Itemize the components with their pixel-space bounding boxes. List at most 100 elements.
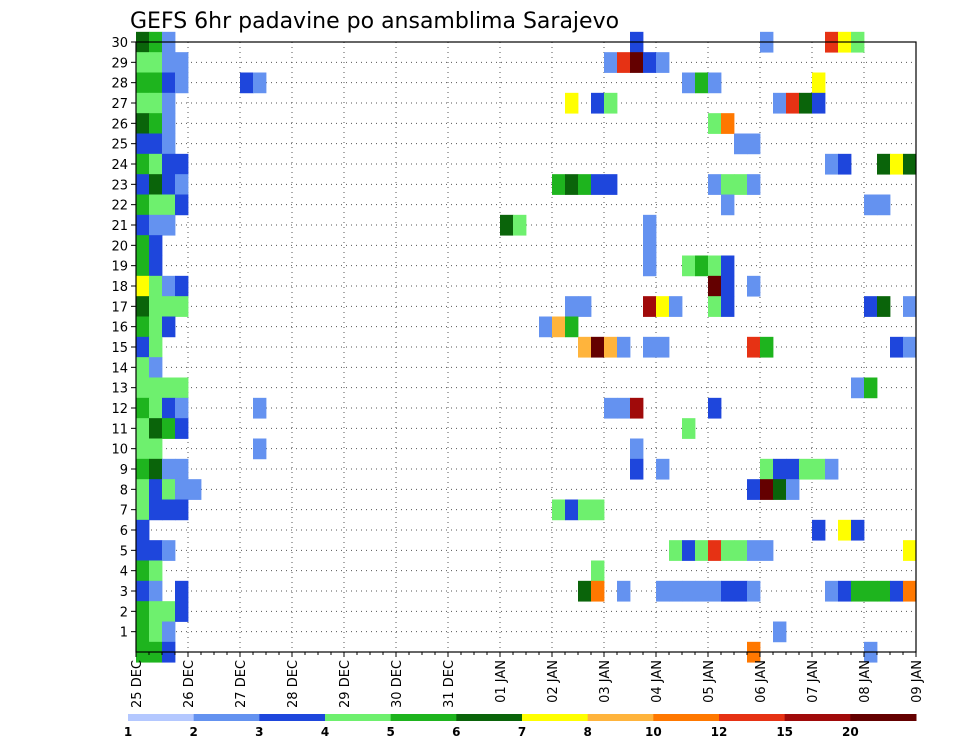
- precip-cell: [604, 397, 618, 419]
- precip-cell: [617, 336, 631, 358]
- precip-cell: [162, 174, 176, 195]
- precip-cell: [149, 296, 163, 317]
- y-tick-label: 2: [120, 605, 128, 620]
- precip-cell: [721, 540, 735, 561]
- precip-cell: [149, 113, 163, 134]
- precip-cell: [643, 296, 657, 317]
- precip-cell: [656, 296, 670, 317]
- colorbar-label: 5: [386, 725, 394, 739]
- precip-cell: [253, 438, 267, 460]
- precip-cell: [734, 580, 748, 602]
- x-tick-label: 27 DEC: [234, 660, 249, 708]
- chart-title: GEFS 6hr padavine po ansamblima Sarajevo: [130, 9, 619, 34]
- precip-cell: [864, 194, 878, 216]
- precip-cell: [253, 72, 267, 94]
- precip-cell: [695, 255, 709, 277]
- precip-cell: [708, 113, 722, 134]
- colorbar-label: 10: [645, 725, 662, 739]
- precip-cell: [591, 580, 605, 602]
- x-tick-label: 26 DEC: [182, 660, 197, 708]
- y-tick-label: 24: [111, 158, 128, 173]
- colorbar-label: 20: [842, 725, 859, 739]
- x-axis-ticks: 25 DEC 26 DEC 27 DEC 28 DEC 29 DEC 30 DEC 31 D…: [130, 652, 925, 708]
- precip-cell: [864, 580, 878, 602]
- x-tick-label: 01 JAN: [494, 660, 509, 703]
- precip-cell: [149, 72, 163, 94]
- precip-cell: [162, 499, 176, 521]
- precip-cell: [578, 336, 592, 358]
- colorbar-label: 12: [711, 725, 728, 739]
- precip-cell: [825, 580, 839, 602]
- precip-cell: [552, 316, 566, 338]
- x-tick-label: 07 JAN: [806, 660, 821, 703]
- precip-cell: [565, 92, 579, 114]
- precip-cell: [721, 113, 735, 134]
- precip-cell: [578, 296, 592, 317]
- y-tick-label: 14: [111, 361, 128, 376]
- precip-cell: [175, 418, 189, 439]
- colorbar-swatch: [128, 714, 195, 721]
- precip-cell: [552, 174, 566, 195]
- y-tick-label: 20: [111, 239, 128, 254]
- precip-cell: [838, 153, 852, 175]
- precip-cell: [513, 214, 527, 236]
- precip-cell: [877, 580, 891, 602]
- precip-cell: [149, 601, 163, 622]
- colorbar-label: 2: [189, 725, 197, 739]
- precip-cell: [162, 194, 176, 216]
- y-tick-label: 13: [111, 382, 128, 397]
- precip-cell: [149, 153, 163, 175]
- precip-cell: [760, 540, 774, 561]
- precip-cell: [682, 72, 696, 94]
- precip-cell: [695, 580, 709, 602]
- precip-cell: [500, 214, 514, 236]
- precip-cell: [149, 540, 163, 561]
- precip-cell: [175, 458, 189, 480]
- precip-cell: [708, 397, 722, 419]
- precip-cell: [721, 580, 735, 602]
- y-tick-label: 1: [120, 626, 128, 641]
- colorbar-swatch: [784, 714, 851, 721]
- precip-cell: [838, 519, 852, 541]
- precip-cell: [149, 214, 163, 236]
- y-tick-label: 19: [111, 260, 128, 275]
- precip-cell: [747, 133, 761, 155]
- precip-cell: [591, 336, 605, 358]
- colorbar-swatch: [653, 714, 720, 721]
- y-tick-label: 25: [111, 138, 128, 153]
- precip-cell: [747, 275, 761, 297]
- y-tick-label: 16: [111, 321, 128, 336]
- precip-cell: [669, 540, 683, 561]
- precip-cell: [682, 540, 696, 561]
- x-tick-label: 06 JAN: [754, 660, 769, 703]
- x-tick-label: 25 DEC: [130, 660, 145, 708]
- precip-cell: [136, 479, 150, 500]
- precip-cell: [149, 316, 163, 338]
- y-tick-label: 18: [111, 280, 128, 295]
- precip-cell: [591, 499, 605, 521]
- precip-cell: [721, 194, 735, 216]
- precip-cell: [149, 438, 163, 460]
- precip-cell: [773, 479, 787, 500]
- precip-cell: [136, 458, 150, 480]
- precip-cell: [773, 621, 787, 643]
- precip-cell: [604, 92, 618, 114]
- precip-cell: [136, 214, 150, 236]
- colorbar-swatch: [325, 714, 392, 721]
- y-tick-label: 15: [111, 341, 128, 356]
- y-tick-label: 3: [120, 585, 128, 600]
- x-tick-label: 09 JAN: [910, 660, 925, 703]
- precip-cell: [162, 397, 176, 419]
- precip-cell: [136, 397, 150, 419]
- precip-cell: [721, 255, 735, 277]
- y-tick-label: 27: [111, 97, 128, 112]
- precip-cell: [162, 275, 176, 297]
- precip-cell: [565, 499, 579, 521]
- precip-cell: [864, 296, 878, 317]
- colorbar-swatch: [193, 714, 260, 721]
- precip-cell: [149, 194, 163, 216]
- precip-cell: [812, 519, 826, 541]
- colorbar-swatch: [456, 714, 523, 721]
- precip-cell: [773, 458, 787, 480]
